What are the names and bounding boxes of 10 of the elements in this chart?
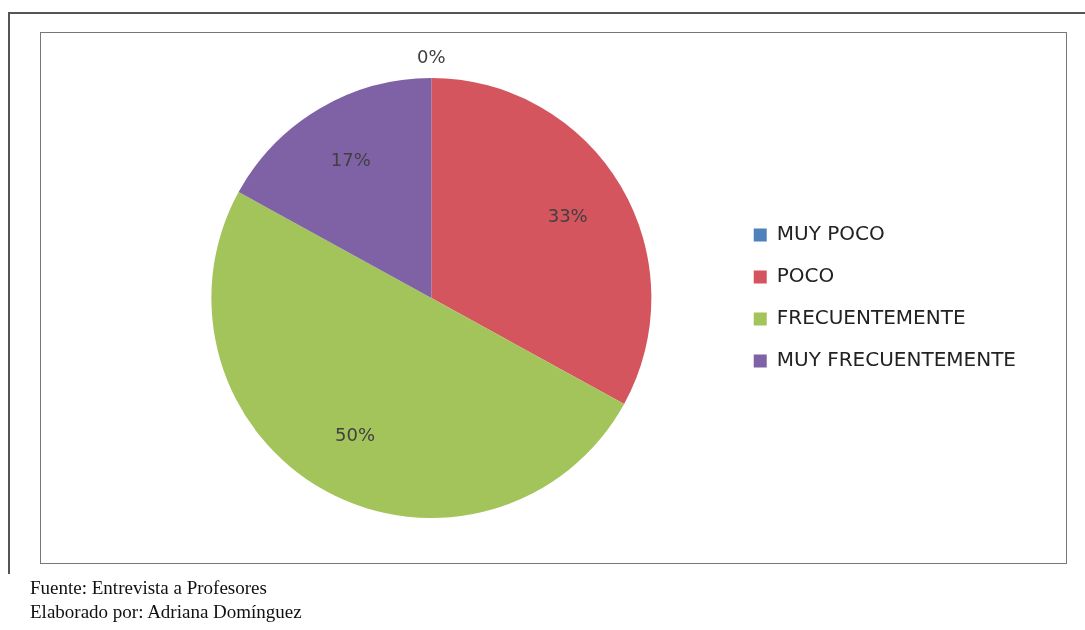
legend-label: FRECUENTEMENTE bbox=[776, 305, 966, 330]
legend-label: MUY FRECUENTEMENTE bbox=[776, 347, 1017, 372]
source-note: Fuente: Entrevista a Profesores bbox=[30, 576, 268, 600]
text: 0% bbox=[417, 45, 446, 67]
data-label: 50% bbox=[335, 424, 376, 446]
text: Elaborado por: Adriana Domínguez bbox=[30, 600, 302, 624]
data-label: 17% bbox=[330, 149, 371, 171]
legend-label: MUY POCO bbox=[776, 221, 885, 246]
data-label: 33% bbox=[547, 205, 588, 227]
legend-label: POCO bbox=[776, 263, 835, 288]
